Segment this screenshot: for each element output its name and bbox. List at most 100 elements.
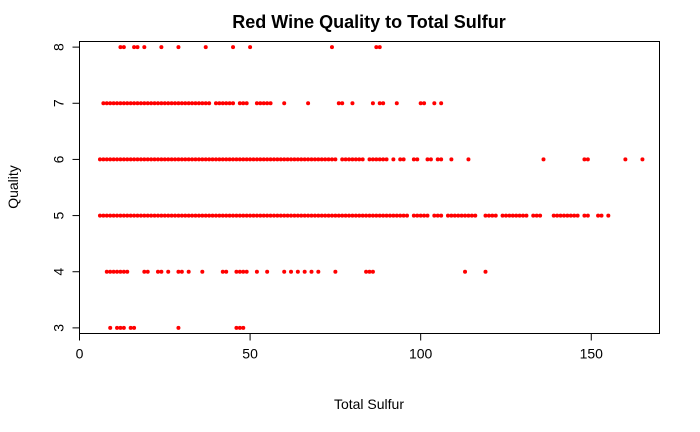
data-point (145, 101, 150, 106)
data-point (295, 269, 300, 274)
data-point (118, 45, 123, 50)
data-point (394, 213, 399, 218)
data-point (493, 213, 498, 218)
data-point (439, 213, 444, 218)
data-point (200, 269, 205, 274)
data-point (186, 213, 191, 218)
data-point (575, 213, 580, 218)
data-point (176, 157, 181, 162)
data-point (449, 213, 454, 218)
data-point (234, 157, 239, 162)
data-point (401, 213, 406, 218)
data-point (173, 213, 178, 218)
data-point (531, 213, 536, 218)
data-point (343, 157, 348, 162)
data-point (203, 45, 208, 50)
data-point (237, 101, 242, 106)
data-point (340, 213, 345, 218)
data-point (572, 213, 577, 218)
data-point (207, 101, 212, 106)
data-point (203, 101, 208, 106)
data-point (125, 213, 130, 218)
data-point (196, 101, 201, 106)
data-point (299, 157, 304, 162)
data-point (265, 269, 270, 274)
data-point (166, 101, 171, 106)
data-point (241, 325, 246, 330)
data-point (582, 213, 587, 218)
data-point (159, 157, 164, 162)
data-point (108, 269, 113, 274)
data-point (149, 101, 154, 106)
data-point (384, 213, 389, 218)
data-point (254, 269, 259, 274)
data-point (347, 157, 352, 162)
data-point (377, 213, 382, 218)
data-point (503, 213, 508, 218)
data-point (606, 213, 611, 218)
data-point (125, 101, 130, 106)
data-point (241, 101, 246, 106)
data-point (398, 157, 403, 162)
data-point (275, 213, 280, 218)
data-point (422, 213, 427, 218)
data-point (111, 213, 116, 218)
data-point (121, 45, 126, 50)
data-point (384, 157, 389, 162)
data-point (265, 101, 270, 106)
data-point (108, 101, 113, 106)
data-point (319, 157, 324, 162)
data-point (179, 213, 184, 218)
data-point (108, 157, 113, 162)
data-point (248, 45, 253, 50)
data-point (155, 157, 160, 162)
data-point (561, 213, 566, 218)
data-point (439, 101, 444, 106)
data-point (244, 269, 249, 274)
data-point (340, 101, 345, 106)
x-tick-label: 0 (76, 346, 84, 362)
data-point (173, 157, 178, 162)
data-point (128, 101, 133, 106)
data-point (261, 101, 266, 106)
data-point (176, 101, 181, 106)
data-point (224, 213, 229, 218)
data-point (302, 157, 307, 162)
data-point (121, 325, 126, 330)
data-point (599, 213, 604, 218)
data-point (111, 157, 116, 162)
data-point (104, 213, 109, 218)
data-point (169, 213, 174, 218)
data-point (425, 213, 430, 218)
data-point (138, 213, 143, 218)
data-point (510, 213, 515, 218)
data-point (213, 157, 218, 162)
data-point (179, 269, 184, 274)
data-point (316, 157, 321, 162)
data-point (483, 213, 488, 218)
data-point (248, 157, 253, 162)
data-point (282, 157, 287, 162)
data-point (108, 213, 113, 218)
data-point (558, 213, 563, 218)
data-point (265, 213, 270, 218)
data-point (176, 325, 181, 330)
data-point (190, 213, 195, 218)
data-point (596, 213, 601, 218)
data-point (473, 213, 478, 218)
data-point (207, 157, 212, 162)
y-tick-label: 3 (51, 324, 67, 332)
data-point (282, 101, 287, 106)
data-point (183, 101, 188, 106)
data-point (237, 157, 242, 162)
data-point (251, 213, 256, 218)
data-point (387, 213, 392, 218)
data-point (500, 213, 505, 218)
data-point (483, 269, 488, 274)
data-point (118, 101, 123, 106)
data-point (97, 157, 102, 162)
x-tick-label: 100 (409, 346, 433, 362)
data-point (224, 157, 229, 162)
data-point (326, 157, 331, 162)
data-point (224, 101, 229, 106)
